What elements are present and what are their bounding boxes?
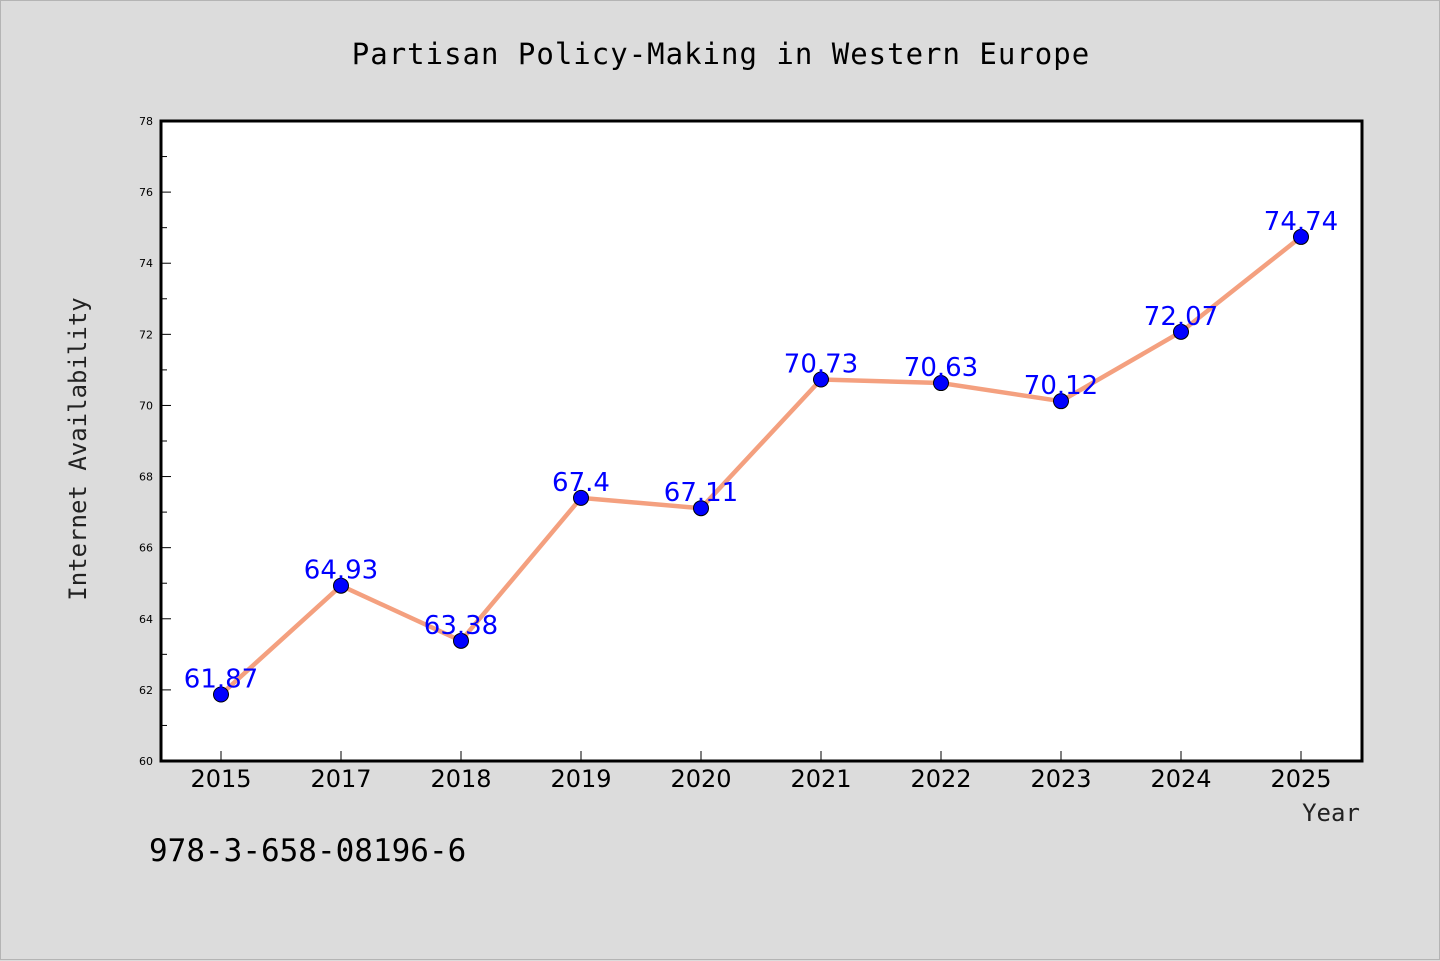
data-label: 67.11 — [664, 478, 738, 508]
data-label: 67.4 — [552, 468, 610, 498]
x-tick-label: 2018 — [430, 765, 491, 793]
x-axis-label: Year — [1302, 799, 1360, 827]
data-point — [693, 500, 709, 517]
y-tick-label: 72 — [139, 328, 153, 341]
data-label: 64.93 — [304, 556, 378, 586]
y-tick-label: 68 — [139, 471, 153, 484]
data-label: 70.73 — [784, 349, 858, 379]
data-label: 72.07 — [1144, 302, 1218, 332]
y-tick-label: 78 — [139, 115, 153, 128]
data-point — [813, 371, 829, 388]
y-tick-label: 76 — [139, 186, 153, 199]
data-markers — [213, 228, 1309, 703]
isbn-text: 978-3-658-08196-6 — [149, 833, 467, 869]
data-label: 63.38 — [424, 611, 498, 641]
data-point — [933, 375, 949, 392]
data-point — [213, 686, 229, 703]
y-tick-label: 66 — [139, 542, 153, 555]
chart-title: Partisan Policy-Making in Western Europe — [352, 37, 1090, 71]
x-tick-label: 2025 — [1270, 765, 1331, 793]
y-axis-label: Internet Availability — [64, 297, 92, 600]
x-tick-label: 2021 — [790, 765, 851, 793]
data-label: 74.74 — [1264, 207, 1338, 237]
x-tick-label: 2020 — [670, 765, 731, 793]
y-tick-label: 60 — [139, 755, 153, 768]
x-tick-label: 2015 — [190, 765, 251, 793]
data-point — [1173, 323, 1189, 340]
y-tick-label: 70 — [139, 399, 153, 412]
data-labels: 61.87 64.93 63.38 67.4 67.11 70.73 70.63 70.12 7… — [184, 207, 1338, 695]
x-tick-label: 2024 — [1150, 765, 1211, 793]
y-tick-label: 62 — [139, 684, 153, 697]
x-tick-label: 2022 — [910, 765, 971, 793]
data-label: 70.63 — [904, 353, 978, 383]
data-point — [333, 577, 349, 594]
series-line — [218, 234, 1304, 697]
data-point — [1293, 228, 1309, 245]
x-tick-label: 2019 — [550, 765, 611, 793]
y-axis: 60 62 64 66 68 70 72 74 76 78 — [139, 115, 171, 768]
x-axis: 2015 2017 2018 2019 2020 2021 2022 2023 2024 2025 — [190, 751, 1332, 793]
x-tick-label: 2023 — [1030, 765, 1091, 793]
data-point — [1053, 393, 1069, 410]
y-tick-label: 74 — [139, 257, 153, 270]
data-label: 61.87 — [184, 665, 258, 695]
y-tick-label: 64 — [139, 613, 153, 626]
x-tick-label: 2017 — [310, 765, 371, 793]
data-label: 70.12 — [1024, 371, 1098, 401]
data-point — [453, 632, 469, 649]
data-point — [573, 489, 589, 506]
